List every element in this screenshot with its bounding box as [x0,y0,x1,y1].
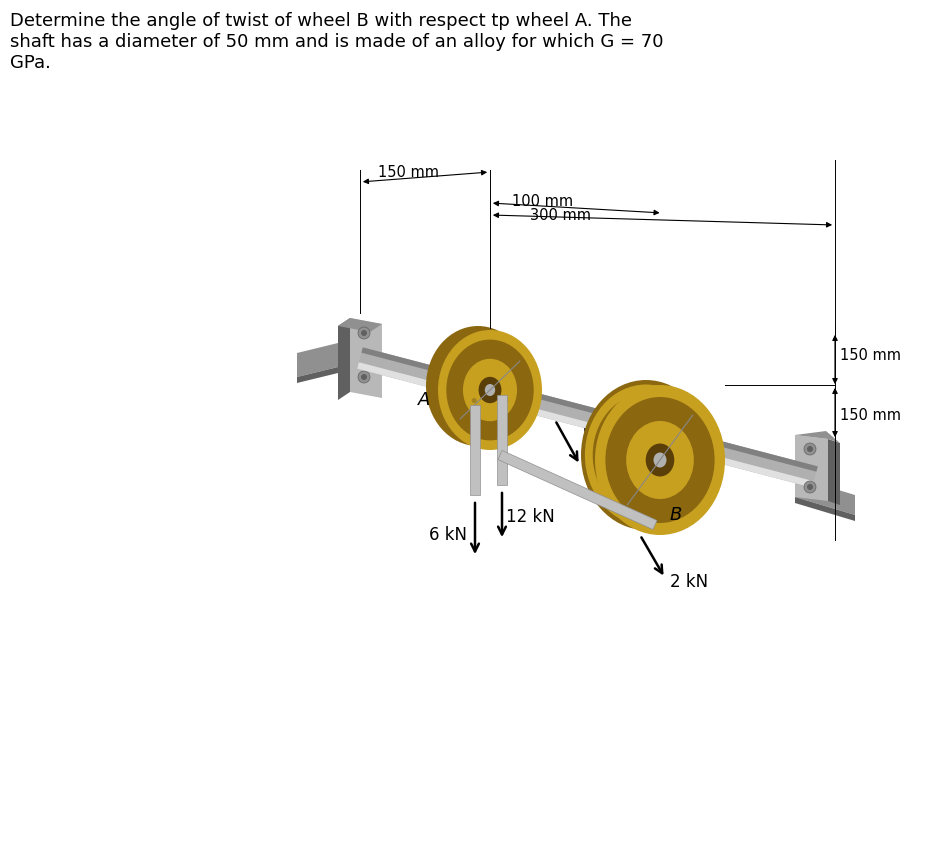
Polygon shape [497,395,507,485]
Ellipse shape [593,393,700,517]
Polygon shape [357,348,818,488]
Polygon shape [357,362,814,488]
Polygon shape [297,367,338,383]
Text: 150 mm: 150 mm [840,408,901,423]
Polygon shape [795,497,855,521]
Polygon shape [828,439,840,505]
Polygon shape [338,318,382,332]
Text: 150 mm: 150 mm [840,348,901,363]
Ellipse shape [479,376,501,403]
Polygon shape [498,451,657,529]
Ellipse shape [654,452,667,468]
Text: B: B [670,506,683,524]
Circle shape [361,374,367,380]
Polygon shape [297,343,338,377]
Ellipse shape [606,397,715,523]
Polygon shape [795,435,828,501]
Polygon shape [338,318,350,400]
Ellipse shape [463,359,517,421]
Circle shape [804,443,816,455]
Circle shape [503,398,508,403]
Polygon shape [470,405,480,495]
Ellipse shape [446,339,533,441]
Text: Determine the angle of twist of wheel B with respect tp wheel A. The
shaft has a: Determine the angle of twist of wheel B … [10,12,664,72]
Circle shape [804,481,816,493]
Text: 6 kN: 6 kN [583,421,621,439]
Polygon shape [795,477,855,515]
Circle shape [361,330,367,336]
Circle shape [358,371,370,383]
Text: 12 kN: 12 kN [506,508,555,526]
Text: 6 kN: 6 kN [429,526,467,544]
Ellipse shape [581,380,711,530]
Text: A: A [418,391,430,409]
Circle shape [807,446,813,452]
Ellipse shape [595,385,725,535]
Polygon shape [362,348,818,472]
Circle shape [807,484,813,490]
Ellipse shape [626,421,694,499]
Ellipse shape [585,385,707,526]
Ellipse shape [485,384,495,396]
Ellipse shape [646,443,674,477]
Polygon shape [795,431,840,443]
Text: 2 kN: 2 kN [670,573,708,591]
Text: 100 mm: 100 mm [512,194,573,209]
Ellipse shape [438,330,542,450]
Text: 150 mm: 150 mm [378,165,439,180]
Ellipse shape [426,326,530,446]
Polygon shape [350,318,382,398]
Text: 300 mm: 300 mm [530,208,591,223]
Circle shape [358,327,370,339]
Circle shape [471,398,477,403]
